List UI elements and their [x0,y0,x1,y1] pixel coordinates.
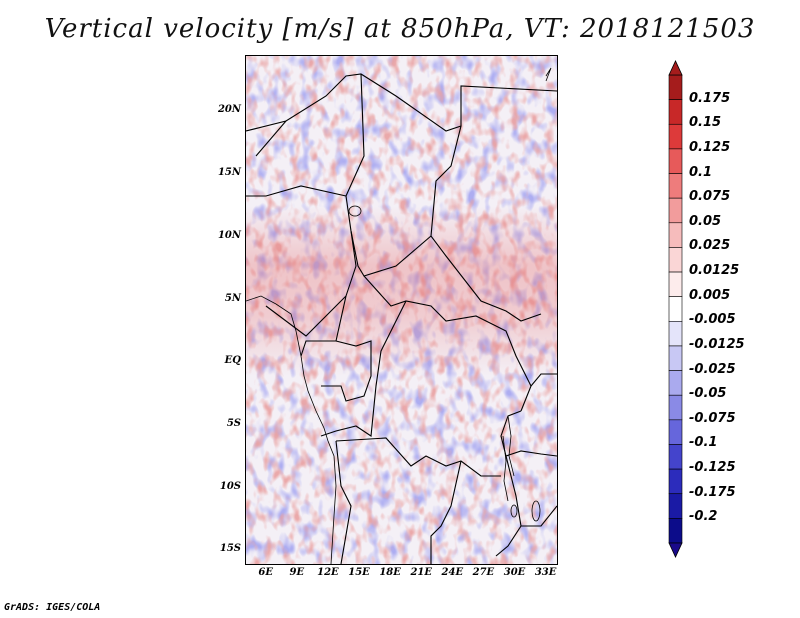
colorbar-tick-label: 0.1 [689,164,713,180]
colorbar-tick-label: -0.005 [689,312,736,328]
colorbar-box [668,419,683,445]
lakes [348,205,541,522]
map-panel [245,55,558,565]
colorbar-box [668,148,683,174]
colorbar-box [668,370,683,396]
colorbar-box [668,493,683,519]
colorbar-tick-label: -0.2 [689,509,718,525]
colorbar-tick-label: 0.0125 [689,263,740,279]
lon-tick-label: 33E [534,567,557,578]
lat-tick-label: 20N [217,104,241,116]
field-updraft-band [246,206,557,376]
plot-title: Vertical velocity [m/s] at 850hPa, VT: 2… [44,14,756,44]
colorbar-boxes [668,74,683,544]
colorbar-box [668,518,683,544]
colorbar-tick-label: -0.125 [689,460,736,476]
lat-tick-label: 15S [219,543,241,555]
lon-tick-label: 27E [472,567,495,578]
lon-tick-label: 18E [379,567,401,578]
colorbar-bottom-arrow [668,542,683,558]
velocity-field-map [246,56,557,564]
colorbar-box [668,123,683,150]
colorbar-box [668,271,683,297]
lat-tick-label: 5S [226,418,241,430]
colorbar-tick-label: -0.175 [689,484,736,500]
colorbar-box [668,197,683,224]
colorbar-tick-label: 0.05 [689,213,722,229]
colorbar-tick-label: 0.125 [689,139,731,155]
lon-tick-label: 15E [348,567,370,578]
country-borders [246,73,557,564]
lon-tick-label: 6E [258,567,274,578]
colorbar-box [668,222,683,248]
colorbar-tick-label: 0.005 [689,287,731,303]
lon-tick-label: 24E [441,567,464,578]
colorbar-box [668,296,683,322]
colorbar-tick-label: 0.025 [689,238,731,254]
colorbar-tick-label: -0.025 [689,361,736,377]
coastline [246,67,552,564]
colorbar-box [668,74,683,100]
colorbar-box [668,345,683,371]
colorbar-box [668,468,683,495]
colorbar-box [668,99,683,125]
grads-credit: GrADS: IGES/COLA [4,602,101,613]
colorbar-tick-label: -0.1 [689,435,718,451]
lon-tick-label: 30E [503,567,526,578]
colorbar-box [668,394,683,421]
colorbar-tick-label: -0.075 [689,410,736,426]
colorbar-top-arrow [668,60,683,76]
lon-tick-label: 21E [410,567,432,578]
colorbar-box [668,173,683,199]
lat-tick-label: 10N [217,229,241,241]
colorbar-box [668,444,683,470]
colorbar-box [668,247,683,273]
colorbar-tick-label: 0.15 [689,115,722,131]
lat-tick-label: 15N [217,167,241,179]
lat-tick-label: EQ [224,355,241,367]
lon-tick-label: 9E [289,567,305,578]
colorbar-tick-label: -0.0125 [689,336,745,352]
lat-tick-label: 10S [219,480,241,492]
colorbar-tick-label: 0.075 [689,189,731,205]
colorbar-tick-label: -0.05 [689,386,727,402]
colorbar [668,60,683,558]
colorbar-box [668,321,683,347]
colorbar-tick-label: 0.175 [689,90,731,106]
lat-tick-label: 5N [224,292,241,304]
lon-tick-label: 12E [317,567,339,578]
